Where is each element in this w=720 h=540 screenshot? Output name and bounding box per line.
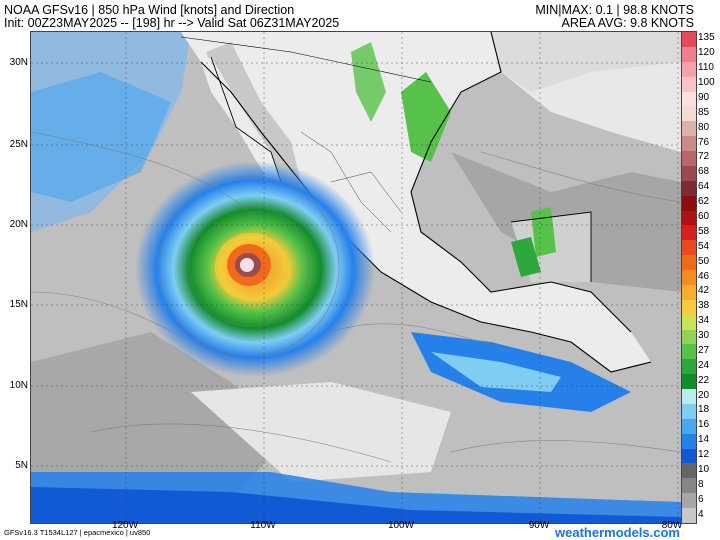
colorbar-swatch xyxy=(682,374,696,390)
lat-label-30n: 30N xyxy=(9,57,28,68)
colorbar-level-label: 20 xyxy=(698,389,710,401)
brand-link[interactable]: weathermodels.com xyxy=(555,525,680,540)
colorbar-swatch xyxy=(682,329,696,345)
colorbar-level-label: 58 xyxy=(698,225,710,237)
lon-label-90w: 90W xyxy=(528,520,550,531)
colorbar-swatch xyxy=(682,418,696,435)
colorbar-level-label: 54 xyxy=(698,240,710,252)
colorbar-swatch xyxy=(682,121,696,137)
colorbar-swatch xyxy=(682,284,696,301)
colorbar-swatch xyxy=(682,270,696,286)
colorbar-level-label: 60 xyxy=(698,210,710,222)
colorbar-level-label: 64 xyxy=(698,181,710,193)
colorbar-level-label: 38 xyxy=(698,300,710,312)
init-valid-time: Init: 00Z23MAY2025 -- [198] hr --> Valid… xyxy=(4,16,340,30)
colorbar-level-label: 62 xyxy=(698,196,710,208)
colorbar-level-label: 100 xyxy=(698,77,715,89)
colorbar-level-label: 4 xyxy=(698,508,704,520)
colorbar-level-label: 18 xyxy=(698,404,710,416)
colorbar-swatch xyxy=(682,180,696,197)
colorbar-swatch xyxy=(682,240,696,256)
lat-label-25n: 25N xyxy=(9,139,28,150)
lon-label-120w: 120W xyxy=(111,520,139,531)
colorbar-swatch xyxy=(682,61,696,78)
colorbar-swatch xyxy=(682,91,696,107)
colorbar-level-label: 90 xyxy=(698,91,710,103)
colorbar-level-label: 72 xyxy=(698,151,710,163)
map-title: NOAA GFSv16 | 850 hPa Wind [knots] and D… xyxy=(4,3,295,17)
colorbar-level-label: 24 xyxy=(698,359,710,371)
colorbar-level-label: 34 xyxy=(698,315,710,327)
lat-label-20n: 20N xyxy=(9,219,28,230)
min-max-readout: MIN|MAX: 0.1 | 98.8 KNOTS xyxy=(535,3,694,17)
colorbar-level-label: 16 xyxy=(698,419,710,431)
colorbar-swatch xyxy=(682,344,696,360)
colorbar-swatch xyxy=(682,255,696,271)
colorbar-level-label: 30 xyxy=(698,330,710,341)
colorbar-level-label: 120 xyxy=(698,47,715,59)
colorbar-swatch xyxy=(682,463,696,479)
colorbar-level-label: 50 xyxy=(698,255,710,267)
colorbar-level-label: 68 xyxy=(698,166,710,178)
colorbar-swatch xyxy=(682,299,696,316)
colorbar-level-label: 76 xyxy=(698,136,710,148)
colorbar-swatch xyxy=(682,136,696,152)
colorbar-swatch xyxy=(682,359,696,375)
area-average-readout: AREA AVG: 9.8 KNOTS xyxy=(561,16,694,30)
colorbar-swatch xyxy=(682,225,696,241)
colorbar-level-label: 22 xyxy=(698,374,710,386)
wind-map[interactable] xyxy=(30,31,682,524)
colorbar-swatch xyxy=(682,106,696,122)
lat-label-15n: 15N xyxy=(9,299,28,310)
colorbar-level-label: 42 xyxy=(698,285,710,297)
colorbar-swatch xyxy=(682,493,696,509)
colorbar-swatch xyxy=(682,165,696,182)
colorbar xyxy=(681,31,697,524)
colorbar-swatch xyxy=(682,32,696,48)
colorbar-level-label: 27 xyxy=(698,344,710,356)
colorbar-swatch xyxy=(682,314,696,331)
colorbar-swatch xyxy=(682,433,696,450)
model-footer: GFSv16.3 T1534L127 | epacmexico | uv850 xyxy=(4,528,151,537)
colorbar-level-label: 8 xyxy=(698,478,704,490)
colorbar-level-label: 12 xyxy=(698,449,710,461)
colorbar-level-label: 80 xyxy=(698,121,710,133)
colorbar-swatch xyxy=(682,508,696,524)
colorbar-level-label: 110 xyxy=(698,62,714,74)
lon-label-110w: 110W xyxy=(250,520,276,531)
lat-label-5n: 5N xyxy=(15,460,28,471)
colorbar-level-label: 6 xyxy=(698,493,704,505)
colorbar-level-label: 85 xyxy=(698,106,710,118)
lat-label-10n: 10N xyxy=(9,380,28,391)
colorbar-swatch xyxy=(682,210,696,226)
colorbar-swatch xyxy=(682,76,696,92)
colorbar-swatch xyxy=(682,151,696,167)
colorbar-swatch xyxy=(682,389,696,405)
colorbar-swatch xyxy=(682,195,696,212)
colorbar-swatch xyxy=(682,448,696,464)
colorbar-level-label: 14 xyxy=(698,434,710,446)
colorbar-level-label: 46 xyxy=(698,270,710,282)
colorbar-swatch xyxy=(682,403,696,420)
colorbar-level-label: 135 xyxy=(698,32,715,44)
lon-label-100w: 100W xyxy=(387,520,415,531)
colorbar-swatch xyxy=(682,46,696,63)
colorbar-level-label: 10 xyxy=(698,463,710,475)
wind-map-canvas xyxy=(31,32,681,523)
lon-label-80w: 80W xyxy=(661,520,683,531)
colorbar-swatch xyxy=(682,478,696,494)
